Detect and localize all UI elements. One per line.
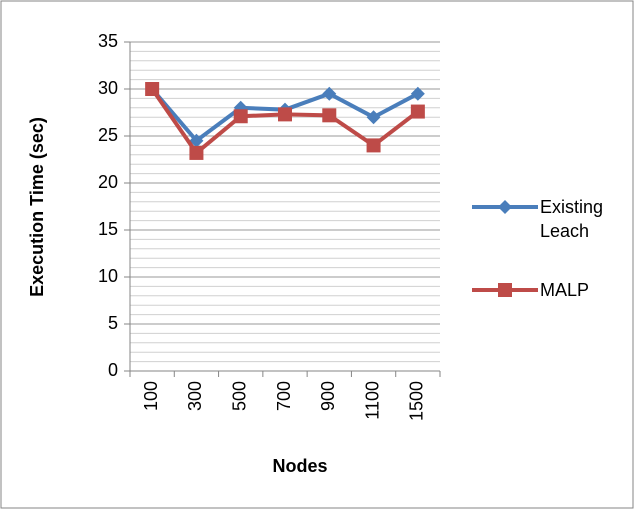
y-tick-label: 25 [98, 125, 118, 145]
marker [366, 110, 381, 125]
marker [322, 108, 337, 123]
legend-label: MALP [540, 280, 590, 300]
x-tick-label: 1500 [407, 381, 427, 421]
y-tick-label: 35 [98, 31, 118, 51]
y-tick-label: 10 [98, 266, 118, 286]
legend-marker [498, 200, 512, 214]
x-tick-label: 100 [141, 381, 161, 411]
y-tick-label: 20 [98, 172, 118, 192]
x-axis-label: Nodes [272, 456, 327, 476]
marker [410, 86, 425, 101]
y-tick-label: 5 [108, 313, 118, 333]
y-axis-label: Execution Time (sec) [27, 117, 47, 297]
x-tick-label: 300 [185, 381, 205, 411]
marker [189, 133, 204, 148]
marker [410, 104, 425, 119]
marker [189, 145, 204, 160]
y-tick-label: 15 [98, 219, 118, 239]
x-tick-label: 500 [229, 381, 249, 411]
x-tick-label: 900 [318, 381, 338, 411]
x-tick-label: 700 [274, 381, 294, 411]
x-tick-label: 1100 [362, 381, 382, 420]
marker [278, 107, 292, 122]
y-tick-label: 0 [108, 360, 118, 380]
marker [322, 86, 337, 101]
marker [366, 138, 381, 153]
y-tick-label: 30 [98, 78, 118, 98]
marker [233, 109, 248, 124]
legend-label: Existing Leach [540, 197, 604, 241]
marker [145, 82, 160, 96]
legend-marker [498, 283, 512, 297]
